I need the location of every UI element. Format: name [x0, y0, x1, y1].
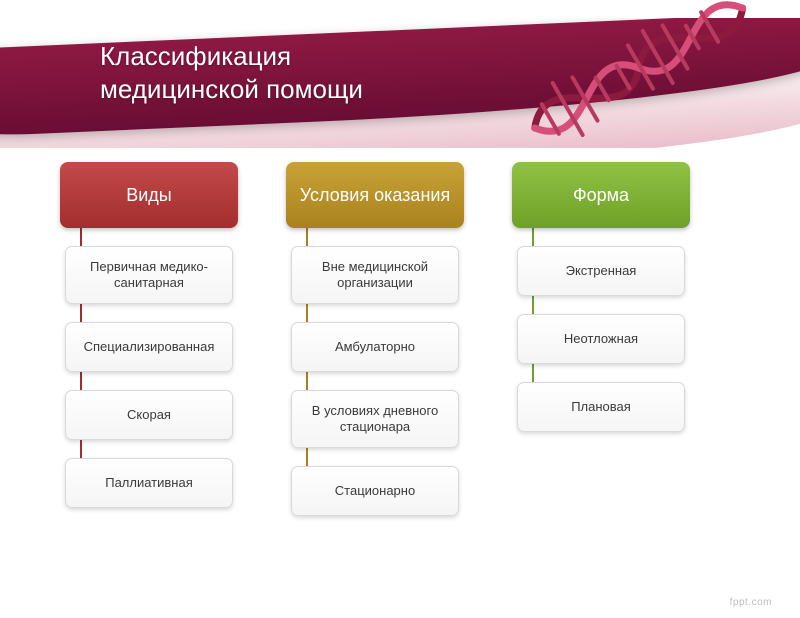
- column-header-form: Форма: [512, 162, 690, 228]
- connector-form: [532, 208, 552, 407]
- column-kinds: Виды Первичная медико-санитарная Специализ…: [60, 162, 238, 508]
- item-kinds-3: Паллиативная: [65, 458, 233, 508]
- title-banner: Классификация медицинской помощи: [0, 18, 800, 148]
- title-line-2: медицинской помощи: [100, 74, 363, 104]
- footer-credit: fppt.com: [730, 597, 772, 608]
- item-kinds-2: Скорая: [65, 390, 233, 440]
- classification-diagram: Виды Первичная медико-санитарная Специализ…: [0, 148, 800, 516]
- item-kinds-1: Специализированная: [65, 322, 233, 372]
- title-line-1: Классификация: [100, 41, 291, 71]
- slide-title: Классификация медицинской помощи: [100, 40, 363, 105]
- column-form: Форма Экстренная Неотложная Плановая: [512, 162, 690, 432]
- column-header-conditions: Условия оказания: [286, 162, 464, 228]
- item-conditions-2: В условиях дневного стационара: [291, 390, 459, 448]
- item-form-1: Неотложная: [517, 314, 685, 364]
- column-header-kinds: Виды: [60, 162, 238, 228]
- column-conditions: Условия оказания Вне медицинской организа…: [286, 162, 464, 516]
- item-form-0: Экстренная: [517, 246, 685, 296]
- item-conditions-3: Стационарно: [291, 466, 459, 516]
- item-conditions-0: Вне медицинской организации: [291, 246, 459, 304]
- item-form-2: Плановая: [517, 382, 685, 432]
- item-kinds-0: Первичная медико-санитарная: [65, 246, 233, 304]
- item-conditions-1: Амбулаторно: [291, 322, 459, 372]
